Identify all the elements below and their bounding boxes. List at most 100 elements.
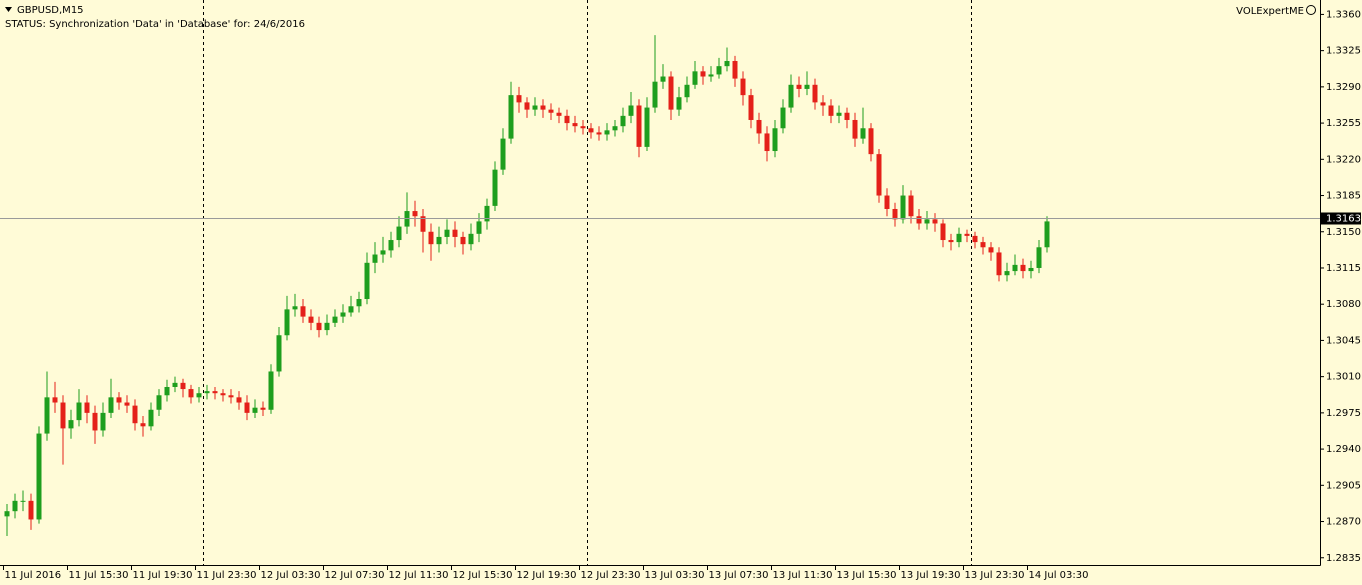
x-tick-label: 11 Jul 19:30 (133, 570, 193, 581)
candle-body (580, 126, 586, 129)
candle-body (68, 420, 74, 429)
candle-body (132, 405, 138, 424)
candle-body (548, 109, 554, 113)
candle-body (172, 382, 178, 387)
candle-body (996, 252, 1002, 276)
candle-body (740, 78, 746, 96)
candle-body (932, 219, 938, 224)
candle-body (660, 76, 666, 82)
candle-body (748, 95, 754, 120)
x-tick-label: 11 Jul 2016 (5, 570, 62, 581)
candle-body (428, 231, 434, 245)
candle-body (948, 240, 954, 243)
candle-body (868, 128, 874, 155)
y-tick-label: 1.2835 (1326, 553, 1361, 564)
x-tick-label: 13 Jul 07:30 (709, 570, 769, 581)
candle-body (460, 236, 466, 245)
x-tick-label: 12 Jul 19:30 (517, 570, 577, 581)
x-tick-label: 12 Jul 23:30 (581, 570, 641, 581)
y-tick-label: 1.3045 (1326, 335, 1361, 346)
candle-body (596, 132, 602, 135)
x-tick-label: 12 Jul 03:30 (261, 570, 321, 581)
candle-body (628, 105, 634, 116)
candle-body (380, 250, 386, 255)
day-separators (203, 0, 972, 565)
y-tick-label: 1.2870 (1326, 517, 1361, 528)
candle-body (916, 216, 922, 224)
candle-body (708, 74, 714, 77)
x-tick-label: 11 Jul 23:30 (197, 570, 257, 581)
candle-body (644, 107, 650, 147)
status-text: STATUS: Synchronization 'Data' in 'Datab… (5, 19, 305, 30)
x-tick-label: 13 Jul 11:30 (773, 570, 833, 581)
candle-body (116, 397, 122, 403)
candle-body (228, 395, 234, 398)
candle-body (212, 391, 218, 394)
candle-body (12, 500, 18, 512)
candle-body (396, 226, 402, 241)
candle-body (556, 112, 562, 116)
candle-body (284, 309, 290, 336)
candle-body (988, 247, 994, 253)
y-tick-label: 1.2975 (1326, 408, 1361, 419)
candle-body (348, 306, 354, 313)
candle-body (516, 95, 522, 103)
candle-body (500, 138, 506, 170)
candle-body (780, 107, 786, 129)
last-price-label: 1.3163 (1326, 214, 1361, 225)
candle-body (612, 126, 618, 131)
candle-body (180, 382, 186, 390)
menu-arrow[interactable] (5, 7, 12, 12)
x-tick-label: 13 Jul 15:30 (837, 570, 897, 581)
candle-body (588, 128, 594, 133)
candle-body (540, 105, 546, 110)
candle-body (84, 402, 90, 413)
candle-body (972, 235, 978, 243)
candle-body (732, 60, 738, 79)
candle-body (476, 221, 482, 234)
x-tick-label: 13 Jul 23:30 (965, 570, 1025, 581)
candle-body (924, 219, 930, 224)
candle-body (572, 123, 578, 127)
candle-body (716, 66, 722, 75)
candle-body (276, 335, 282, 372)
candle-body (964, 233, 970, 236)
y-tick-label: 1.3220 (1326, 154, 1361, 165)
plot: 1.3360 1.3325 1.3290 1.3255 1.3220 1.3185 1.31… (0, 9, 1361, 581)
candle-body (1012, 264, 1018, 272)
candle-body (300, 306, 306, 317)
y-tick-label: 1.3360 (1326, 9, 1361, 20)
x-tick-label: 14 Jul 03:30 (1029, 570, 1089, 581)
candle-body (148, 409, 154, 427)
candle-body (884, 195, 890, 209)
candle-body (420, 216, 426, 232)
candle-body (412, 211, 418, 217)
chart-title: GBPUSD,M15 (17, 5, 84, 16)
candle-body (100, 412, 106, 431)
candle-body (908, 195, 914, 217)
candle-body (764, 133, 770, 152)
indicator-icon[interactable] (1306, 5, 1316, 15)
candle-body (260, 407, 266, 410)
candle-body (316, 322, 322, 331)
candle-body (20, 500, 26, 502)
candle-body (340, 312, 346, 317)
candle-body (332, 316, 338, 323)
candle-body (852, 119, 858, 139)
candle-body (860, 128, 866, 139)
candle-body (244, 402, 250, 413)
candle-body (652, 81, 658, 108)
candle-body (1004, 271, 1010, 276)
candle-body (812, 84, 818, 103)
candle-body (620, 115, 626, 127)
candle-body (108, 397, 114, 413)
candle-body (828, 105, 834, 116)
candle-body (532, 105, 538, 110)
x-tick-label: 11 Jul 15:30 (69, 570, 129, 581)
candle-body (1028, 267, 1034, 272)
x-tick-label: 12 Jul 11:30 (389, 570, 449, 581)
candle-body (372, 254, 378, 263)
candle-body (820, 102, 826, 106)
candle-body (220, 393, 226, 396)
